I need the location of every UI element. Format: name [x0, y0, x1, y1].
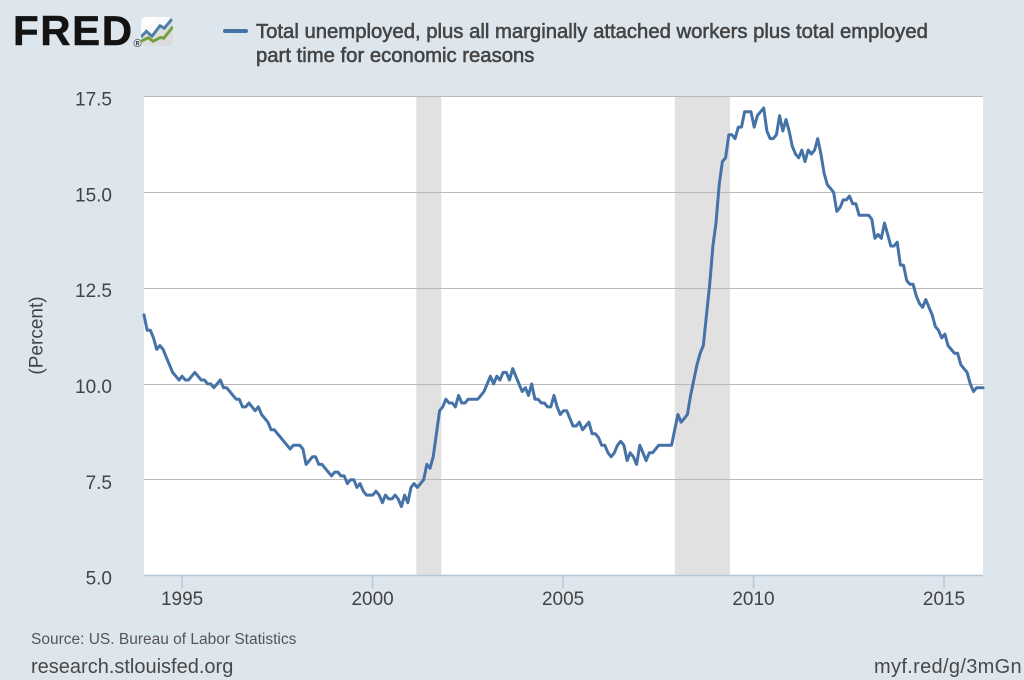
- svg-text:12.5: 12.5: [75, 281, 112, 302]
- svg-text:2010: 2010: [732, 589, 774, 610]
- svg-text:15.0: 15.0: [75, 185, 112, 206]
- svg-text:10.0: 10.0: [75, 377, 112, 398]
- svg-text:5.0: 5.0: [86, 569, 112, 590]
- svg-text:2005: 2005: [542, 589, 584, 610]
- svg-text:7.5: 7.5: [86, 473, 112, 494]
- svg-text:17.5: 17.5: [75, 90, 112, 111]
- svg-text:2015: 2015: [923, 589, 965, 610]
- svg-text:(Percent): (Percent): [27, 296, 48, 374]
- svg-text:1995: 1995: [161, 589, 203, 610]
- svg-text:2000: 2000: [351, 589, 393, 610]
